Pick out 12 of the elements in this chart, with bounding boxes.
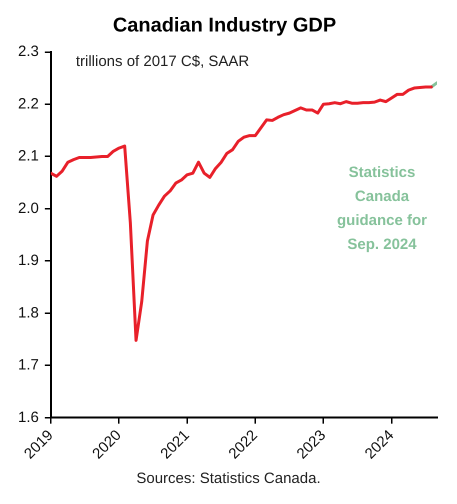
annotation: trillions of 2017 C$, SAAR: [76, 53, 250, 70]
y-tick-label: 1.6: [18, 408, 39, 426]
y-tick-label: 1.7: [18, 356, 39, 374]
y-tick-label: 2.2: [18, 95, 39, 112]
chart-title: Canadian Industry GDP: [112, 14, 336, 37]
y-tick-label: 2.0: [18, 200, 39, 217]
y-tick-label: 2.3: [18, 43, 39, 60]
source-note: Sources: Statistics Canada.: [135, 470, 322, 487]
y-tick-label: 1.9: [18, 252, 39, 270]
y-tick-label: 2.1: [18, 148, 39, 165]
annotation: Statistics Canada guidance for Sep. 2024: [336, 164, 428, 253]
y-tick-label: 1.8: [18, 304, 39, 322]
